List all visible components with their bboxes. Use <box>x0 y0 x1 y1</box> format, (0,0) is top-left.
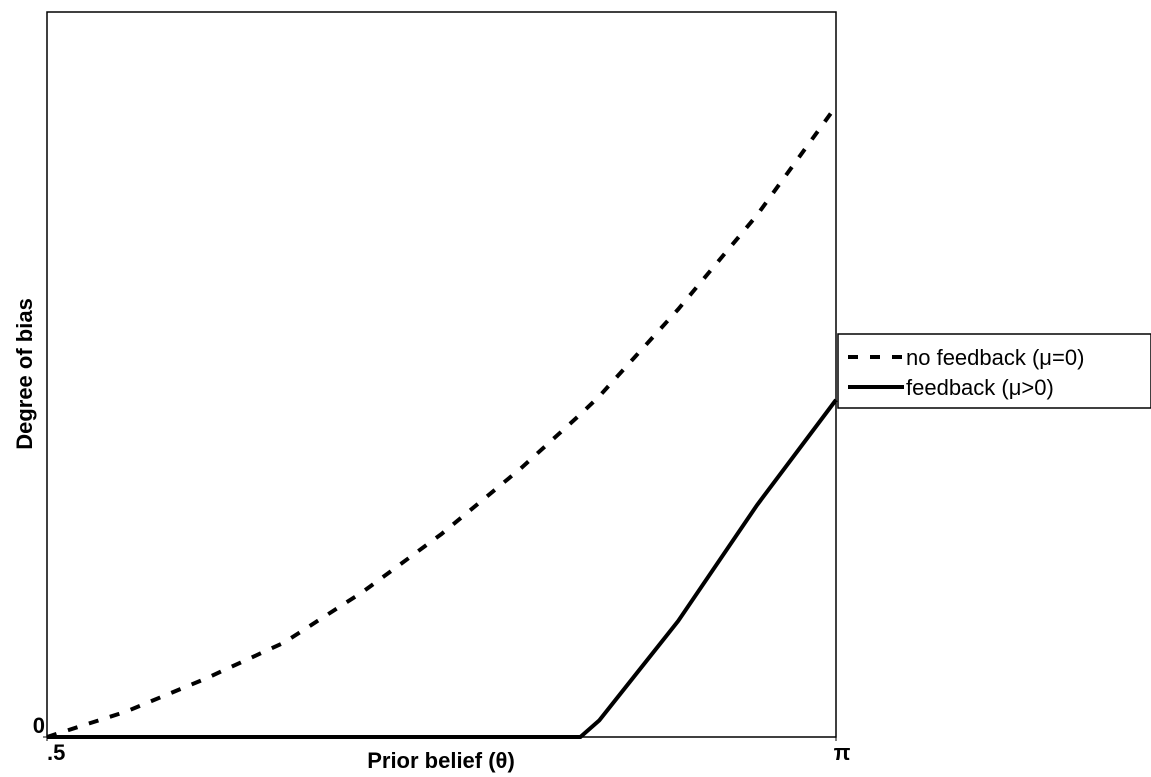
y-axis-label: Degree of bias <box>12 298 37 450</box>
x-tick-label: π <box>834 740 851 765</box>
plot-frame <box>46 11 837 738</box>
y-tick-label: 0 <box>33 713 45 738</box>
legend-box <box>837 333 1151 409</box>
legend-text: feedback (μ>0) <box>906 375 1054 400</box>
legend-text: no feedback (μ=0) <box>906 345 1084 370</box>
x-axis-label: Prior belief (θ) <box>367 748 515 773</box>
series-line <box>46 105 838 739</box>
x-tick-label: .5 <box>47 740 65 765</box>
series-line <box>47 398 838 739</box>
